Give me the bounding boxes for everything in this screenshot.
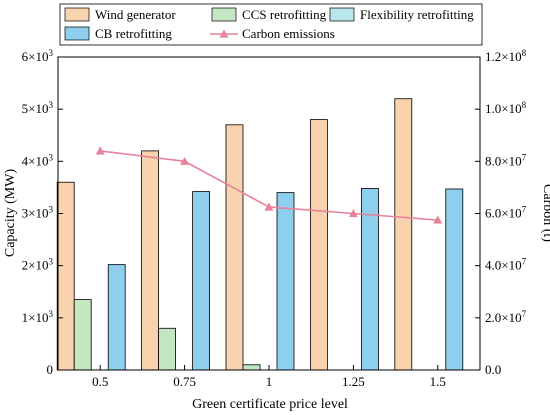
carbon-emissions-point-2: [264, 202, 274, 211]
bar-ccs-retrofitting-0: [73, 299, 92, 371]
y-axis-left-title: Capacity (MW): [3, 169, 18, 258]
bar-wind-generator-3: [309, 119, 328, 371]
x-tick-label: 1.25: [342, 374, 365, 389]
y-right-tick-label: 8.0×107: [485, 152, 527, 168]
y-right-tick-label: 4.0×107: [485, 257, 527, 273]
y-left-tick-label: 4×103: [22, 152, 54, 168]
y-left-tick-label: 2×103: [22, 257, 54, 273]
legend: Wind generator CCS retrofitting Flexibilit…: [59, 3, 483, 46]
y-left-tick-label: 5×103: [22, 100, 54, 116]
legend-swatch: [64, 26, 90, 41]
legend-swatch: [64, 7, 90, 22]
x-tick-label: 1: [266, 374, 273, 389]
bar-wind-generator-4: [394, 98, 413, 371]
y-axis-right-title: Carbon (t): [540, 184, 550, 242]
bar-cb-retrofitting-0: [107, 264, 126, 371]
carbon-line-layer: [95, 146, 443, 224]
x-axis-title: Green certificate price level: [192, 397, 348, 412]
y-right-tick-label: 6.0×107: [485, 205, 527, 221]
legend-marker: [219, 29, 229, 38]
y-right-tick-label: 1.2×108: [485, 48, 527, 64]
carbon-emissions-point-3: [348, 209, 358, 218]
y-right-tick-label: 1.0×108: [485, 100, 527, 116]
y-left-tick-label: 6×103: [22, 48, 54, 64]
y-right-tick-label: 2.0×107: [485, 309, 527, 325]
legend-swatch: [211, 7, 237, 22]
bar-cb-retrofitting-4: [445, 188, 464, 371]
bars: [56, 98, 464, 371]
x-tick-label: 0.5: [92, 374, 108, 389]
carbon-emissions-point-1: [180, 156, 190, 165]
legend-swatch: [329, 7, 355, 22]
legend-box: [59, 3, 483, 46]
bar-wind-generator-0: [56, 181, 75, 371]
bar-cb-retrofitting-2: [276, 192, 295, 371]
legend-label: Flexibility retrofitting: [360, 7, 474, 22]
bar-ccs-retrofitting-1: [158, 327, 177, 371]
y-right-tick-label: 0.0: [485, 362, 501, 377]
y-left-tick-label: 3×103: [22, 205, 54, 221]
carbon-emissions-point-0: [95, 146, 105, 155]
legend-label: CB retrofitting: [95, 26, 172, 41]
x-tick-label: 0.75: [173, 374, 196, 389]
carbon-emissions-point-4: [433, 215, 443, 224]
legend-label: Carbon emissions: [242, 26, 335, 41]
legend-label: Wind generator: [95, 7, 176, 22]
y-left-tick-label: 0: [47, 362, 54, 377]
x-tick-label: 1.5: [430, 374, 446, 389]
bar-ccs-retrofitting-2: [242, 364, 261, 371]
bar-wind-generator-1: [141, 150, 160, 371]
ticks: 0 1×103 2×103 3×103 4×103 5×103 6×103 0.0 2.0×10…: [22, 48, 527, 389]
bar-wind-generator-2: [225, 124, 244, 371]
legend-label: CCS retrofitting: [242, 7, 327, 22]
y-left-tick-label: 1×103: [22, 309, 54, 325]
bar-cb-retrofitting-1: [192, 191, 211, 371]
